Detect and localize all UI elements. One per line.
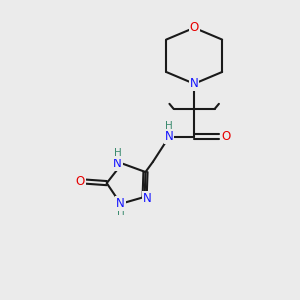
Text: N: N <box>190 77 199 90</box>
Text: H: H <box>117 207 124 217</box>
Text: N: N <box>116 197 125 210</box>
Text: N: N <box>165 130 173 143</box>
Text: H: H <box>114 148 122 158</box>
Text: O: O <box>221 130 230 143</box>
Text: O: O <box>190 21 199 34</box>
Text: H: H <box>165 121 173 130</box>
Text: O: O <box>76 175 85 188</box>
Text: N: N <box>113 157 122 170</box>
Text: N: N <box>143 192 152 205</box>
